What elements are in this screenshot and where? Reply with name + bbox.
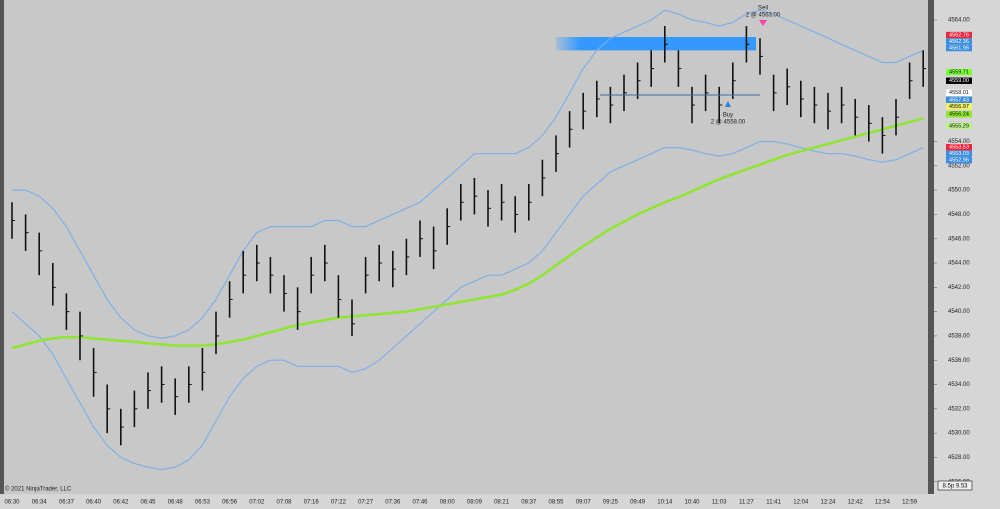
x-tick-label: 11:41 (766, 500, 781, 506)
y-tick-label: 4528.00 (948, 455, 970, 461)
price-badge (946, 144, 972, 151)
right-strip (928, 0, 934, 494)
x-tick-label: 06:37 (59, 500, 75, 506)
x-tick-label: 10:40 (684, 500, 700, 506)
x-tick-label: 09:49 (630, 500, 646, 506)
y-tick-label: 4548.00 (948, 212, 970, 218)
y-tick-label: 4530.00 (948, 431, 970, 437)
x-tick-label: 06:40 (86, 500, 102, 506)
price-badge-label: 4556.24 (949, 112, 969, 118)
price-badge (946, 150, 972, 157)
price-badge-label: 4555.29 (949, 123, 969, 129)
x-tick-label: 06:48 (168, 500, 184, 506)
price-badge (946, 68, 972, 76)
x-tick-label: 08:55 (548, 500, 564, 506)
price-badge (946, 103, 972, 110)
overlay-line (12, 9, 924, 340)
y-tick-label: 4546.00 (948, 236, 970, 242)
x-tick-label: 07:36 (385, 500, 401, 506)
x-tick-label: 10:14 (657, 500, 673, 506)
left-strip (0, 0, 4, 494)
price-badge-label: 4562.76 (949, 33, 969, 39)
buy-detail: 2 @ 4558.00 (711, 120, 746, 126)
sell-label: Sell (758, 6, 768, 12)
price-badge (946, 111, 972, 118)
y-tick-label: 4532.00 (948, 406, 970, 412)
buy-arrow (725, 101, 731, 107)
x-tick-label: 12:42 (848, 500, 864, 506)
x-tick-label: 06:42 (113, 500, 129, 506)
status-box (937, 480, 973, 491)
x-tick-label: 06:34 (32, 500, 48, 506)
price-badge-label: 4557.43 (949, 97, 969, 103)
status-text: 8.5p 9.53 (942, 484, 968, 490)
price-badge (946, 44, 972, 52)
x-tick-label: 09:07 (576, 500, 592, 506)
y-tick-label: 4564.00 (948, 18, 970, 24)
overlay-line (11, 117, 924, 350)
y-tick-label: 4552.00 (948, 163, 970, 169)
price-badge (946, 38, 972, 45)
x-tick-label: 11:27 (739, 500, 754, 506)
price-badge (946, 31, 972, 39)
price-badge-label: 4556.97 (949, 104, 969, 110)
x-tick-label: 06:53 (195, 500, 211, 506)
price-badge-label: 4561.96 (949, 46, 969, 52)
price-badge-label: 4553.03 (949, 151, 969, 157)
copyright: © 2021 NinjaTrader, LLC (5, 486, 72, 493)
price-badge (946, 77, 972, 84)
x-tick-label: 07:22 (331, 500, 347, 506)
sell-detail: 2 @ 4563.00 (746, 13, 781, 19)
y-tick-label: 4534.00 (948, 382, 970, 388)
x-tick-label: 06:45 (140, 500, 156, 506)
price-badge-label: 4559.00 (949, 78, 969, 84)
y-tick-label: 4540.00 (948, 309, 970, 315)
price-badge (946, 122, 972, 130)
x-tick-label: 12:24 (820, 500, 836, 506)
y-tick-label: 4536.00 (948, 358, 970, 364)
x-tick-label: 07:27 (358, 500, 374, 506)
price-badge-label: 4559.71 (949, 70, 969, 76)
x-tick-label: 07:08 (276, 500, 292, 506)
price-badge-label: 4552.96 (949, 158, 969, 164)
price-badge-label: 4553.53 (949, 145, 969, 151)
y-tick-label: 4550.00 (948, 188, 970, 194)
x-tick-label: 07:46 (412, 500, 428, 506)
y-tick-label: 4538.00 (948, 334, 970, 340)
x-tick-label: 07:16 (304, 500, 320, 506)
x-tick-label: 08:37 (521, 500, 537, 506)
price-badge (946, 96, 972, 104)
y-tick-label: 4554.00 (948, 139, 970, 145)
sell-arrow (759, 20, 767, 26)
x-tick-label: 06:56 (222, 500, 238, 506)
buy-label: Buy (723, 113, 733, 119)
x-tick-label: 06:30 (4, 500, 20, 506)
price-badge (946, 89, 972, 96)
x-tick-label: 12:59 (902, 500, 918, 506)
price-badge (946, 157, 972, 164)
x-tick-label: 12:04 (793, 500, 809, 506)
plot-area (4, 0, 928, 494)
x-tick-label: 09:25 (603, 500, 619, 506)
y-tick-label: 4544.00 (948, 261, 970, 267)
zone (556, 36, 756, 51)
x-tick-label: 11:03 (712, 500, 727, 506)
y-tick-label: 4542.00 (948, 285, 970, 291)
price-badge-label: 4558.01 (949, 90, 969, 96)
price-badge-label: 4562.36 (949, 39, 969, 45)
x-tick-label: 08:00 (440, 500, 456, 506)
x-tick-label: 07:02 (249, 500, 265, 506)
x-tick-label: 08:09 (467, 500, 483, 506)
overlay-line (11, 140, 924, 471)
x-tick-label: 12:54 (875, 500, 891, 506)
x-tick-label: 08:21 (494, 500, 510, 506)
